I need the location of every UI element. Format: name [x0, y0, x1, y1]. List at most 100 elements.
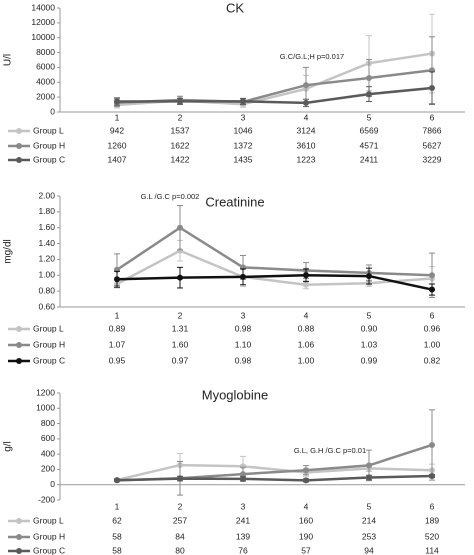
y-tick-label: 800	[41, 418, 55, 428]
x-tick-label: 1	[115, 501, 120, 511]
legend-label: Group C	[33, 355, 65, 365]
legend-marker	[16, 128, 22, 134]
legend-marker	[16, 548, 22, 554]
y-tick-label: 0.60	[38, 301, 55, 311]
table-value: 253	[362, 531, 376, 541]
table-value: 1407	[108, 154, 127, 164]
annotation: G.C/G.L;H p=0.017	[280, 52, 344, 61]
table-value: 0.96	[424, 323, 441, 333]
x-tick-label: 3	[241, 310, 246, 320]
chart-title: CK	[226, 0, 244, 15]
table-value: 942	[110, 125, 124, 135]
table-value: 241	[236, 515, 250, 525]
data-point	[240, 273, 246, 280]
table-value: 58	[112, 545, 122, 555]
data-point	[303, 82, 309, 89]
data-point	[429, 272, 435, 279]
table-value: 1.10	[235, 339, 252, 349]
table-value: 6569	[360, 125, 379, 135]
table-value: 0.88	[298, 323, 315, 333]
y-axis-label: mg/dl	[3, 239, 14, 263]
x-tick-label: 4	[304, 310, 309, 320]
table-value: 0.99	[361, 355, 378, 365]
data-point	[114, 276, 120, 283]
table-value: 57	[301, 545, 311, 555]
chart-title: Myoglobine	[202, 387, 269, 402]
legend-marker	[16, 534, 22, 540]
table-value: 58	[112, 531, 122, 541]
legend-marker	[16, 358, 22, 364]
data-point	[429, 473, 435, 480]
series-line	[116, 443, 433, 482]
data-point	[366, 91, 372, 98]
y-tick-label: 12000	[31, 17, 55, 27]
table-value: 62	[112, 515, 122, 525]
table-value: 1.06	[298, 339, 315, 349]
x-tick-label: 2	[178, 112, 183, 122]
annotation: G.L, G.H /G.C p=0.01	[294, 446, 366, 455]
x-tick-label: 5	[367, 501, 372, 511]
y-tick-label: 200	[41, 464, 55, 474]
table-value: 190	[299, 531, 313, 541]
legend-marker	[16, 326, 22, 332]
x-tick-label: 3	[241, 112, 246, 122]
y-tick-label: 0	[50, 106, 55, 116]
table-value: 4571	[360, 140, 379, 150]
table-value: 1537	[171, 125, 190, 135]
data-point	[240, 98, 246, 105]
x-tick-label: 6	[430, 112, 435, 122]
y-tick-label: 1.40	[38, 238, 55, 248]
x-tick-label: 4	[304, 112, 309, 122]
data-point	[303, 467, 309, 474]
table-value: 84	[175, 531, 185, 541]
table-value: 3610	[297, 140, 316, 150]
table-value: 1.00	[298, 355, 315, 365]
x-tick-label: 4	[304, 501, 309, 511]
table-value: 0.98	[235, 355, 252, 365]
table-value: 2411	[360, 154, 379, 164]
x-tick-label: 5	[367, 112, 372, 122]
data-point	[114, 477, 120, 484]
series-line	[116, 226, 433, 277]
legend-label: Group H	[33, 140, 65, 150]
legend-marker	[16, 518, 22, 524]
legend-label: Group C	[33, 545, 65, 555]
legend-marker	[16, 342, 22, 348]
data-point	[429, 441, 435, 448]
table-value: 0.98	[235, 323, 252, 333]
table-value: 94	[364, 545, 374, 555]
table-value: 1.60	[172, 339, 189, 349]
y-tick-label: 1.00	[38, 270, 55, 280]
table-value: 1.07	[109, 339, 126, 349]
data-point	[177, 475, 183, 482]
table-value: 76	[238, 545, 248, 555]
data-point	[429, 286, 435, 293]
data-point	[429, 85, 435, 92]
table-value: 1223	[297, 154, 316, 164]
table-value: 257	[173, 515, 187, 525]
series-line	[116, 463, 433, 482]
y-tick-label: 6000	[36, 62, 55, 72]
data-point	[240, 475, 246, 482]
y-tick-label: 1000	[36, 403, 55, 413]
y-axis-label: g/l	[3, 441, 14, 452]
legend-marker	[16, 157, 22, 163]
series-line	[116, 249, 433, 287]
annotation: G.L /G.C p=0.002	[141, 192, 200, 201]
data-point	[366, 462, 372, 469]
x-tick-label: 1	[115, 310, 120, 320]
legend-label: Group L	[33, 515, 64, 525]
table-value: 0.95	[109, 355, 126, 365]
x-tick-label: 6	[430, 501, 435, 511]
y-tick-label: 1.80	[38, 206, 55, 216]
table-value: 114	[425, 545, 439, 555]
series-line	[116, 86, 433, 105]
table-value: 3229	[423, 154, 442, 164]
table-value: 214	[362, 515, 376, 525]
table-value: 7866	[423, 125, 442, 135]
table-value: 1.00	[424, 339, 441, 349]
table-value: 0.89	[109, 323, 126, 333]
table-value: 3124	[297, 125, 316, 135]
